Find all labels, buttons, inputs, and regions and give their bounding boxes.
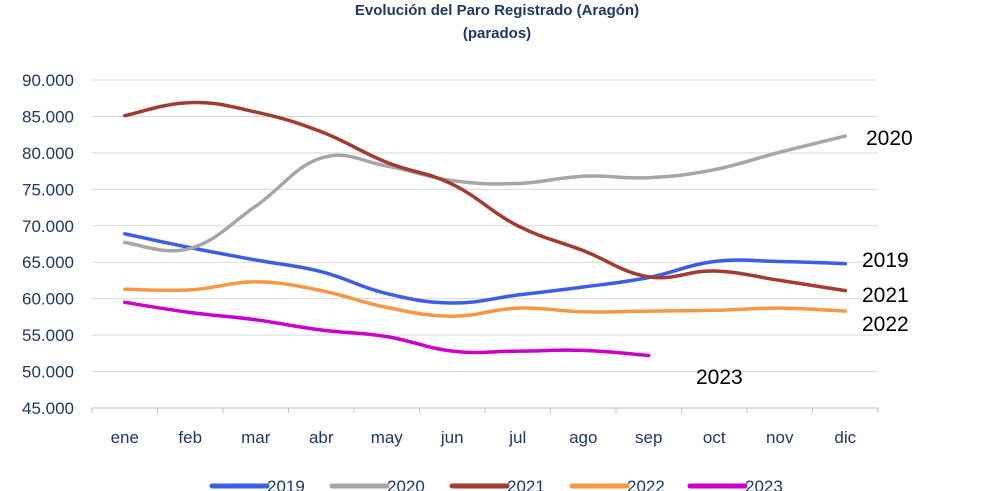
y-tick-label: 75.000 [22,180,74,199]
y-tick-label: 70.000 [22,217,74,236]
x-tick-label: mar [241,428,271,447]
legend-label-2023: 2023 [745,477,783,491]
y-tick-label: 80.000 [22,144,74,163]
end-label-2020: 2020 [866,127,913,150]
x-tick-label: feb [178,428,202,447]
legend-label-2020: 2020 [387,477,425,491]
x-tick-label: oct [703,428,726,447]
end-label-2023: 2023 [696,366,743,389]
y-tick-label: 90.000 [22,71,74,90]
end-label-2019: 2019 [862,249,909,272]
x-tick-label: may [371,428,404,447]
series-lines [123,100,848,358]
x-tick-label: jun [440,428,464,447]
x-tick-label: ago [569,428,597,447]
series-line-2022 [123,280,848,318]
y-tick-label: 45.000 [22,399,74,418]
x-axis: ene feb mar abr may jun jul ago sep oct nov dic [91,407,879,447]
x-tick-label: abr [309,428,334,447]
chart-subtitle: (parados) [463,25,531,42]
x-tick-label: nov [766,428,794,447]
series-line-2021 [123,100,848,293]
series-line-2019 [123,232,848,305]
x-tick-label: dic [834,428,856,447]
end-labels: 2019 2020 2021 2022 2023 [696,127,913,389]
series-line-2020 [123,134,848,253]
legend-label-2019: 2019 [267,477,305,491]
legend: 2019 2020 2021 2022 2023 [209,477,783,491]
series-line-2023 [123,300,651,358]
legend-label-2022: 2022 [627,477,665,491]
y-tick-label: 65.000 [22,253,74,272]
y-tick-label: 50.000 [22,363,74,382]
y-axis-ticks: 90.000 85.000 80.000 75.000 70.000 65.000 60.0… [22,71,74,418]
chart-title: Evolución del Paro Registrado (Aragón) [355,2,639,19]
x-tick-label: sep [635,428,662,447]
y-tick-label: 60.000 [22,290,74,309]
gridlines [92,79,878,409]
end-label-2022: 2022 [862,313,909,336]
end-label-2021: 2021 [862,284,909,307]
y-tick-label: 85.000 [22,107,74,126]
y-tick-label: 55.000 [22,326,74,345]
legend-label-2021: 2021 [507,477,545,491]
x-tick-label: ene [111,428,139,447]
x-tick-label: jul [508,428,526,447]
